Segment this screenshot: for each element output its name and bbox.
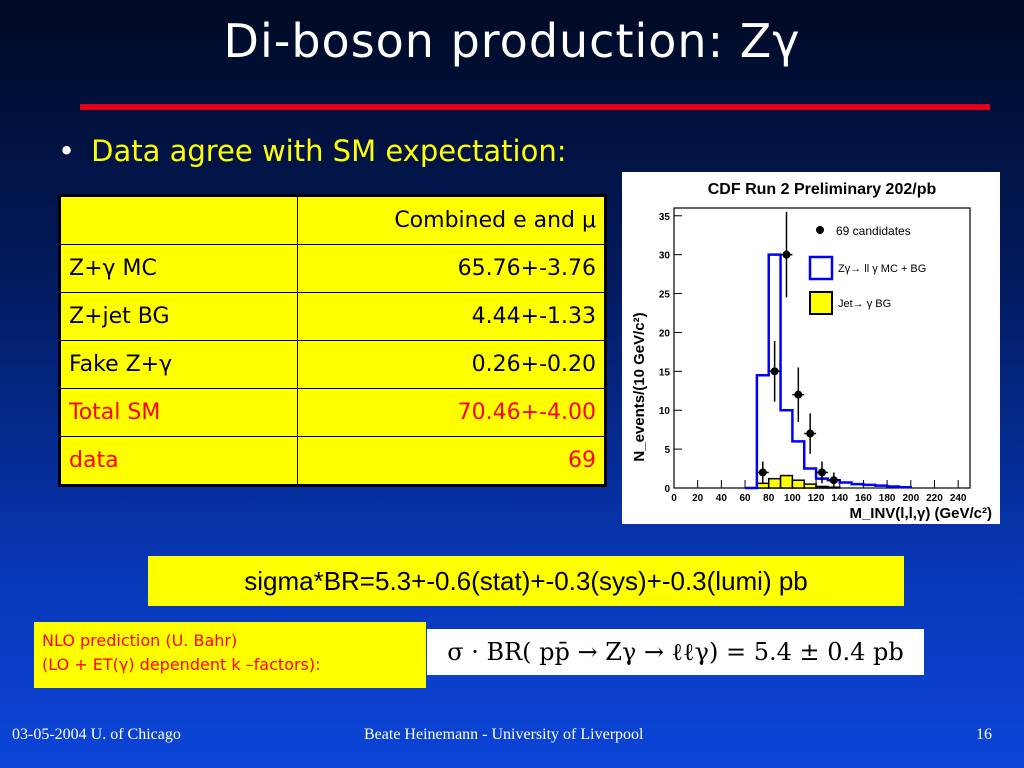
data-point — [758, 468, 767, 477]
row-label: Fake Z+γ — [59, 340, 298, 389]
x-tick-label: 180 — [879, 493, 896, 504]
bg-histogram-bar — [756, 482, 770, 489]
row-label: data — [59, 436, 298, 486]
y-tick-label: 35 — [659, 212, 671, 223]
footer-date: 03-05-2004 U. of Chicago — [12, 726, 181, 743]
bg-histogram-bar — [815, 485, 829, 489]
x-tick-label: 20 — [692, 493, 704, 504]
y-tick-label: 20 — [659, 328, 671, 339]
data-point — [770, 367, 779, 376]
row-label: Z+γ MC — [59, 244, 298, 293]
x-tick-label: 0 — [671, 493, 677, 504]
data-point — [794, 390, 803, 399]
row-value: 70.46+-4.00 — [297, 388, 606, 437]
bg-histogram-bar — [767, 477, 782, 489]
nlo-line-2: (LO + ET(γ) dependent k –factors): — [42, 655, 321, 674]
table-header-cell — [59, 195, 298, 245]
data-point — [806, 429, 815, 438]
x-tick-label: 40 — [716, 493, 728, 504]
footer-author: Beate Heinemann - University of Liverpoo… — [364, 726, 644, 743]
x-axis-label: M_INV(l,l,γ) (GeV/c²) — [849, 505, 992, 522]
x-tick-label: 240 — [950, 493, 967, 504]
data-point — [829, 476, 838, 485]
x-tick-label: 220 — [926, 493, 943, 504]
legend-marker-data — [816, 226, 824, 234]
legend-label: 69 candidates — [836, 224, 911, 238]
legend-swatch-bg — [809, 291, 833, 315]
y-tick-label: 25 — [659, 290, 671, 301]
mc-histogram-line — [745, 253, 913, 490]
title-underline — [80, 104, 990, 110]
chart-legend: 69 candidates Zγ→ ll γ MC + BG Jet→ γ BG — [808, 224, 926, 315]
table-row: data 69 — [59, 436, 606, 486]
nlo-prediction-note: NLO prediction (U. Bahr) (LO + ET(γ) dep… — [34, 622, 426, 688]
x-tick-label: 60 — [739, 493, 751, 504]
y-axis-label: N_events/(10 GeV/c²) — [631, 312, 648, 461]
table-header-row: Combined e and μ — [59, 195, 606, 245]
bg-histogram-bar — [803, 483, 817, 489]
table-row: Fake Z+γ 0.26+-0.20 — [59, 340, 606, 389]
mass-histogram: CDF Run 2 Preliminary 202/pb 0 5 10 15 20 25 3… — [622, 172, 1000, 524]
x-tick-label: 140 — [831, 493, 848, 504]
cross-section-result: sigma*BR=5.3+-0.6(stat)+-0.3(sys)+-0.3(l… — [148, 556, 904, 606]
bg-histogram-bar — [779, 474, 794, 489]
footer-page-number: 16 — [976, 726, 992, 743]
row-label: Z+jet BG — [59, 292, 298, 341]
data-point — [782, 250, 791, 259]
y-tick-label: 0 — [664, 484, 670, 495]
y-tick-label: 5 — [664, 445, 670, 456]
legend-swatch-mc — [808, 255, 834, 281]
theory-formula: σ · BR( pp̄ → Zγ → ℓℓγ) = 5.4 ± 0.4 pb — [427, 629, 924, 675]
table-row: Total SM 70.46+-4.00 — [59, 388, 606, 437]
results-table: Combined e and μ Z+γ MC 65.76+-3.76 Z+je… — [58, 194, 607, 487]
y-tick-label: 30 — [659, 251, 671, 262]
bullet-text: Data agree with SM expectation: — [91, 134, 567, 168]
row-value: 65.76+-3.76 — [297, 244, 606, 293]
table-row: Z+γ MC 65.76+-3.76 — [59, 244, 606, 293]
chart-svg: CDF Run 2 Preliminary 202/pb 0 5 10 15 20 25 3… — [631, 181, 992, 522]
y-tick-label: 15 — [659, 367, 671, 378]
x-tick-label: 80 — [763, 493, 775, 504]
plot-frame — [673, 207, 971, 489]
bullet-dot-icon: • — [58, 134, 76, 168]
x-tick-label: 120 — [808, 493, 825, 504]
row-value: 0.26+-0.20 — [297, 340, 606, 389]
bullet-item: • Data agree with SM expectation: — [58, 134, 566, 168]
nlo-line-1: NLO prediction (U. Bahr) — [42, 631, 238, 650]
row-label: Total SM — [59, 388, 298, 437]
x-tick-label: 100 — [784, 493, 801, 504]
slide-title: Di-boson production: Zγ — [223, 14, 801, 68]
row-value: 4.44+-1.33 — [297, 292, 606, 341]
row-value: 69 — [297, 436, 606, 486]
x-tick-label: 200 — [902, 493, 919, 504]
legend-label: Zγ→ ll γ MC + BG — [838, 263, 926, 275]
bg-histogram-bar — [791, 479, 805, 489]
chart-title: CDF Run 2 Preliminary 202/pb — [708, 181, 937, 198]
y-tick-label: 10 — [659, 406, 671, 417]
legend-label: Jet→ γ BG — [838, 298, 891, 310]
x-tick-label: 160 — [855, 493, 872, 504]
table-row: Z+jet BG 4.44+-1.33 — [59, 292, 606, 341]
table-header-cell: Combined e and μ — [297, 195, 606, 245]
data-point — [818, 468, 826, 477]
